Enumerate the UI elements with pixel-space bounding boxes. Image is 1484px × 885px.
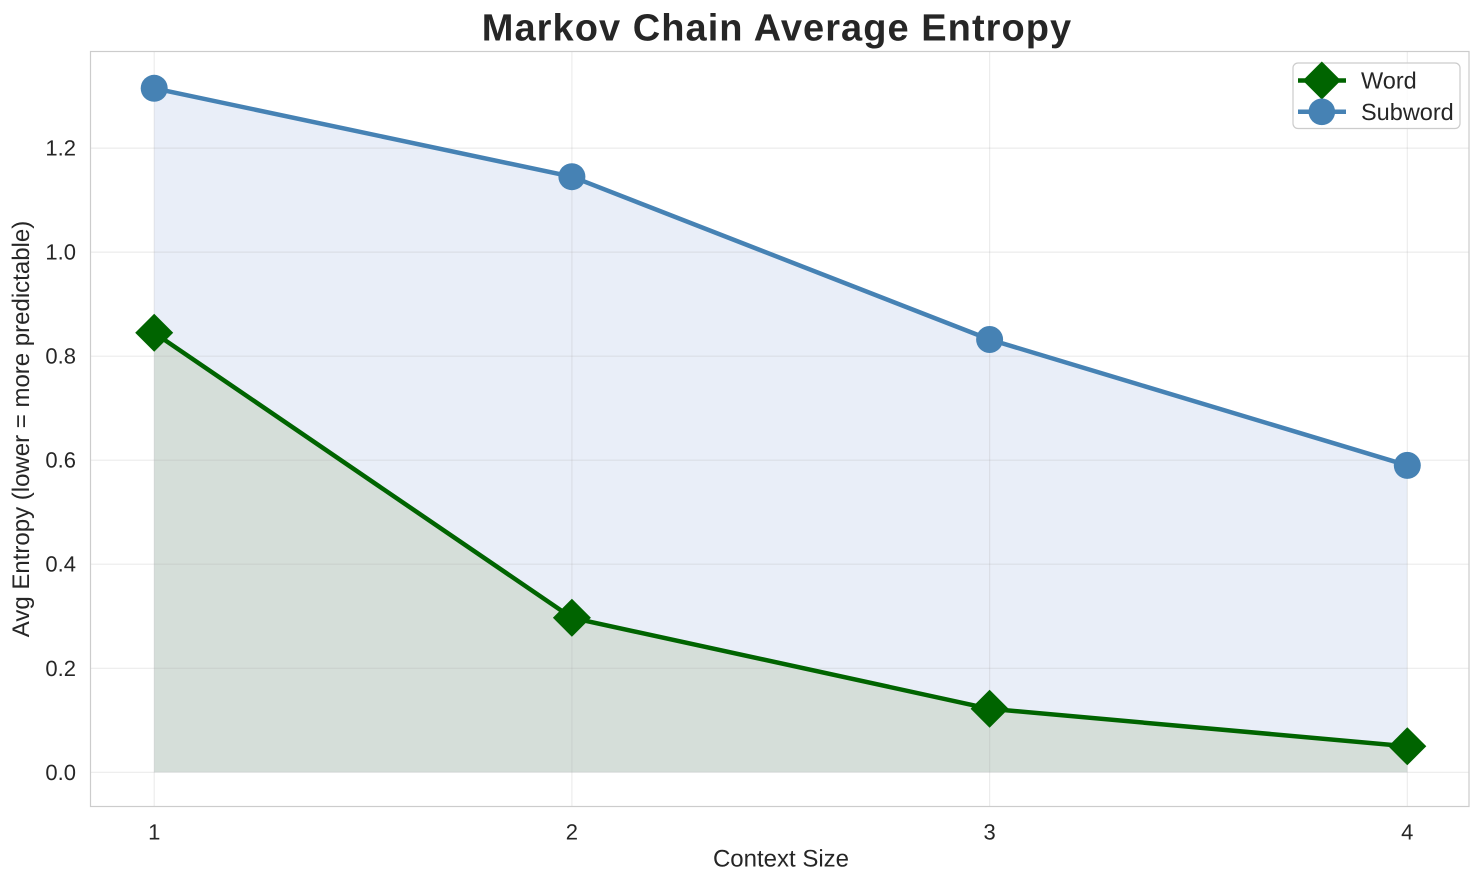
svg-text:1: 1 <box>148 820 160 845</box>
svg-text:Context Size: Context Size <box>713 845 849 872</box>
svg-text:Subword: Subword <box>1361 99 1454 125</box>
svg-text:1.0: 1.0 <box>45 240 76 265</box>
svg-text:3: 3 <box>983 820 995 845</box>
svg-text:4: 4 <box>1401 820 1413 845</box>
svg-text:0.6: 0.6 <box>45 448 76 473</box>
svg-text:1.2: 1.2 <box>45 136 76 161</box>
svg-text:Avg Entropy (lower = more pred: Avg Entropy (lower = more predictable) <box>8 221 35 637</box>
svg-text:2: 2 <box>566 820 578 845</box>
svg-text:Markov Chain Average Entropy: Markov Chain Average Entropy <box>482 8 1072 50</box>
svg-text:0.0: 0.0 <box>45 760 76 785</box>
svg-text:Word: Word <box>1361 68 1417 94</box>
svg-text:0.4: 0.4 <box>45 552 76 577</box>
svg-text:0.8: 0.8 <box>45 344 76 369</box>
svg-text:0.2: 0.2 <box>45 656 76 681</box>
